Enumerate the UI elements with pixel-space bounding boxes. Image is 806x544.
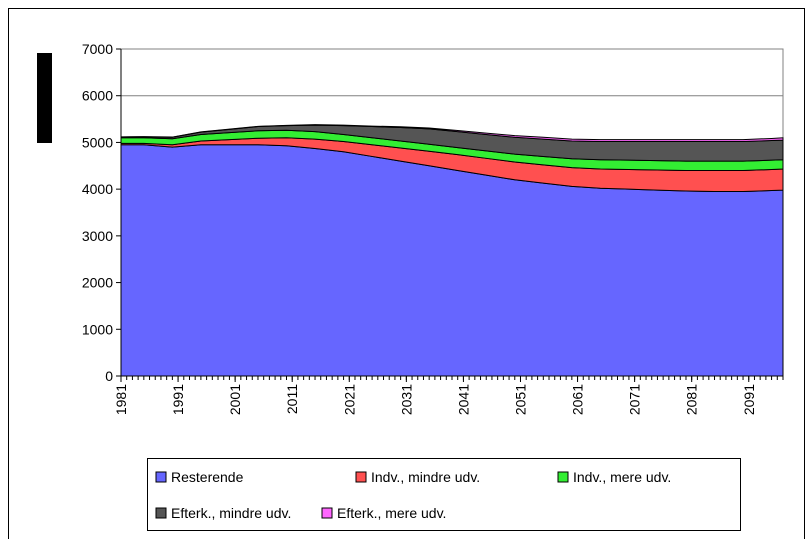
legend-swatch [155, 471, 167, 483]
area [120, 124, 784, 142]
legend-swatch [321, 507, 333, 519]
x-tick-label: 1991 [170, 384, 186, 415]
legend [147, 458, 741, 531]
legend-swatch [155, 507, 167, 519]
legend-label: Efterk., mere udv. [337, 505, 446, 521]
y-tick-label: 7000 [82, 41, 113, 57]
legend-swatch [355, 471, 367, 483]
frame [8, 8, 805, 544]
x-tick-label: 2041 [455, 384, 471, 415]
y-tick-label: 5000 [82, 134, 113, 150]
x-tick-label: 1981 [113, 384, 129, 415]
y-tick-label: 4000 [82, 181, 113, 197]
x-tick-label: 2001 [227, 384, 243, 415]
y-tick-label: 3000 [82, 228, 113, 244]
legend-label: Resterende [171, 469, 244, 485]
legend-swatch [557, 471, 569, 483]
y-tick-label: 1000 [82, 321, 113, 337]
x-tick-label: 2071 [627, 384, 643, 415]
x-tick-label: 2011 [284, 384, 300, 414]
x-tick-label: 2091 [741, 384, 757, 415]
y-tick-label: 6000 [82, 88, 113, 104]
redaction [37, 53, 52, 143]
y-tick-label: 0 [105, 368, 113, 384]
legend-label: Indv., mere udv. [573, 469, 671, 485]
x-tick-label: 2021 [341, 384, 357, 415]
x-tick-label: 2051 [512, 384, 528, 415]
x-tick-label: 2031 [398, 384, 414, 415]
legend-label: Efterk., mindre udv. [171, 505, 291, 521]
legend-label: Indv., mindre udv. [371, 469, 480, 485]
x-tick-label: 2081 [684, 384, 700, 415]
x-tick-label: 2061 [570, 384, 586, 415]
y-tick-label: 2000 [82, 275, 113, 291]
